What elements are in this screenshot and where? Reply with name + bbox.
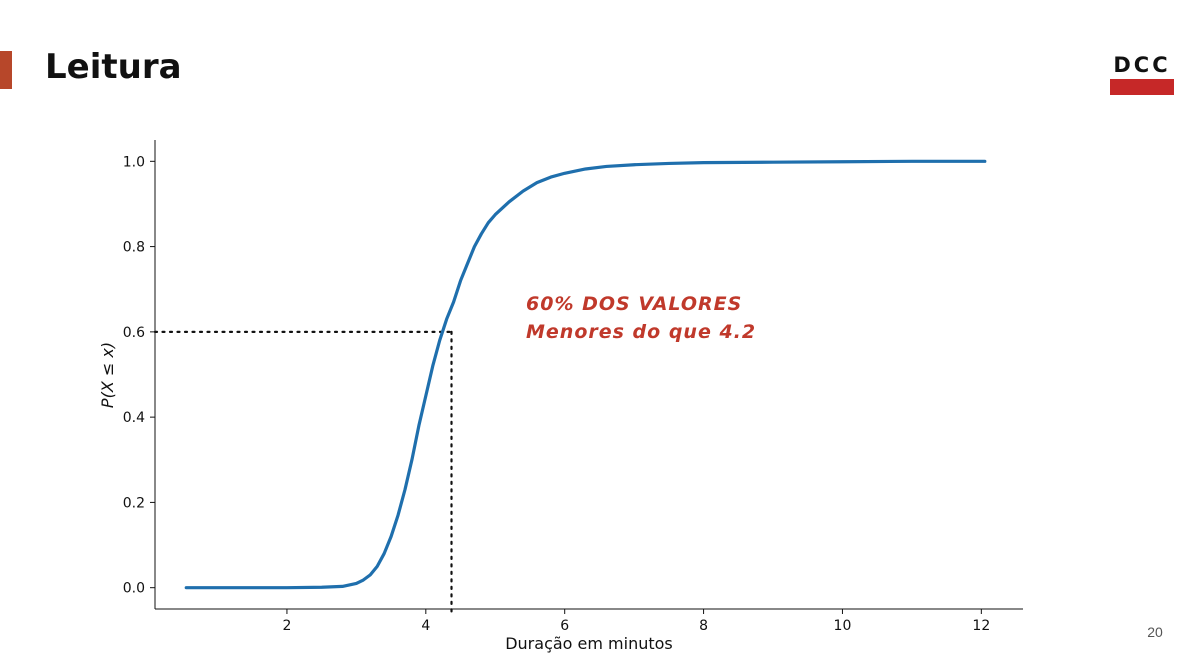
y-tick-label: 0.6	[123, 325, 145, 341]
logo-bar	[1110, 79, 1174, 95]
y-tick-label: 0.2	[123, 495, 145, 511]
reference-lines	[153, 330, 453, 615]
x-tick-label: 8	[699, 618, 708, 634]
page-number: 20	[1147, 624, 1163, 640]
slide-title: Leitura	[45, 47, 182, 87]
x-ticks: 2 4 6 8 10 12	[282, 609, 990, 634]
x-tick-label: 4	[421, 618, 430, 634]
cdf-series-line	[184, 159, 987, 590]
annotation-line-1: 60% DOS VALORES	[526, 293, 742, 315]
y-tick-label: 0.0	[123, 581, 145, 597]
x-axis-label: Duração em minutos	[505, 634, 673, 653]
title-accent-bar	[0, 51, 12, 89]
series-layer	[184, 159, 987, 590]
logo-text: DCC	[1113, 53, 1171, 77]
dcc-logo: DCC	[1110, 53, 1174, 97]
annotation-line-2: Menores do que 4.2	[526, 321, 756, 343]
annotation: 60% DOS VALORES Menores do que 4.2	[526, 293, 756, 343]
y-tick-label: 1.0	[123, 154, 145, 170]
y-tick-label: 0.4	[123, 410, 145, 426]
y-tick-label: 0.8	[123, 240, 145, 256]
x-tick-label: 6	[560, 618, 569, 634]
x-tick-label: 10	[834, 618, 852, 634]
y-axis-label: P(X ≤ x)	[98, 342, 117, 408]
axes: 0.0 0.2 0.4 0.6 0.8 1.0 2 4 6 8 10 12	[123, 140, 1023, 634]
x-tick-label: 12	[972, 618, 990, 634]
y-ticks: 0.0 0.2 0.4 0.6 0.8 1.0	[123, 154, 155, 597]
x-tick-label: 2	[282, 618, 291, 634]
